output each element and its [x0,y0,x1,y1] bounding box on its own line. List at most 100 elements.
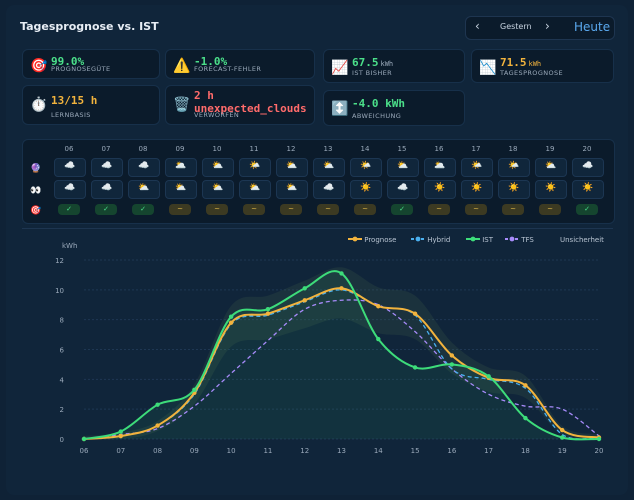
forecast-chart: kWh 0 2 4 6 8 10 12 06 07 08 09 10 11 12 13 14 15 16 17 18 19… [55,242,604,455]
data-point-ist [376,336,381,342]
card-value: 67.5 [352,56,379,69]
y-axis-label: kWh [62,242,77,250]
legend-label: Prognose [364,236,397,244]
deviation-badge: ~ [539,204,561,215]
actual-weather-icon: ☀️ [498,180,530,199]
card-value: -4.0 kWh [352,97,405,110]
prev-day-button[interactable]: ‹ [475,19,480,33]
card-label: Lernbasis [51,111,91,119]
actual-weather-icon: ☀️ [461,180,493,199]
card-value: -1.0% [194,55,228,68]
data-point-prognose [412,311,418,316]
forecast-weather-icon: ☁️ [91,158,123,177]
legend-swatch [505,236,519,242]
eyes-icon: 👀 [30,186,42,196]
forecast-weather-icon: ☁️ [572,158,604,177]
x-tick-label: 10 [227,447,236,455]
x-tick-label: 19 [558,447,567,455]
card-tagesprognose: 📉 71.5 kWh Tagesprognose [471,49,614,83]
data-point-prognose [265,311,271,316]
deviation-badge: ~ [354,204,376,215]
today-button[interactable]: Heute [574,20,611,34]
forecast-weather-icon: 🌥️ [165,158,197,177]
series-line-tfs [83,299,600,440]
hour-label: 20 [582,145,592,153]
data-point-ist [118,429,123,434]
forecast-weather-icon: 🌤️ [350,158,382,177]
legend-swatch [466,236,480,242]
x-tick-label: 16 [447,447,456,455]
y-tick-label: 10 [55,287,64,295]
match-check-badge: ✓ [391,204,413,215]
x-tick-label: 06 [80,447,89,455]
data-point-ist [192,387,197,392]
data-point-ist [596,436,602,442]
card-label: Verworfen [194,111,240,119]
trash-icon: 🗑️ [173,97,191,113]
hour-label: 11 [249,145,259,153]
x-tick-label: 20 [595,447,604,455]
deviation-badge: ~ [280,204,302,215]
deviation-badge: ~ [428,204,450,215]
legend-label: Hybrid [427,236,451,244]
x-tick-label: 11 [263,447,272,455]
actual-weather-icon: ☁️ [54,180,86,199]
data-point-ist [339,271,344,276]
data-point-ist [560,435,565,440]
legend-label: IST [482,236,494,244]
forecast-weather-icon: 🌤️ [239,158,271,177]
data-point-ist [155,402,160,407]
actual-weather-icon: ☀️ [535,180,567,199]
card-value-wrap: 2 h unexpected_clouds [194,89,307,115]
card-prognoseguete: 🎯 99.0% Prognosegüte [22,49,160,79]
actual-weather-icon: ⛅ [202,180,234,199]
deviation-badge: ~ [206,204,228,215]
x-tick-label: 07 [116,447,125,455]
hour-label: 12 [286,145,296,153]
hour-label: 06 [64,145,74,153]
match-check-badge: ✓ [576,204,598,215]
legend-swatch [348,236,362,242]
y-tick-label: 2 [60,406,64,414]
next-day-button[interactable]: › [545,19,550,33]
ist-area [84,271,599,440]
data-point-prognose [228,320,234,325]
data-point-ist [412,365,418,370]
stopwatch-icon: ⏱️ [30,97,48,113]
data-point-prognose [155,423,160,428]
data-point-prognose [339,286,344,291]
actual-weather-icon: ☁️ [313,180,345,199]
data-point-ist [302,286,307,291]
yesterday-label[interactable]: Gestern [500,22,532,31]
legend-unsicherheit[interactable]: Unsicherheit [560,236,604,244]
match-check-badge: ✓ [132,204,154,215]
hour-label: 19 [545,145,555,153]
hour-label: 09 [175,145,185,153]
forecast-weather-icon: 🌤️ [498,158,530,177]
forecast-weather-icon: 🌥️ [424,158,456,177]
deviation-badge: ~ [465,204,487,215]
deviation-badge: ~ [502,204,524,215]
forecast-weather-icon: ☁️ [128,158,160,177]
legend-hybrid[interactable]: Hybrid [411,236,450,244]
legend-tfs[interactable]: TFS [505,236,534,244]
legend-prognose[interactable]: Prognose [348,236,396,244]
card-verworfen: 🗑️ 2 h unexpected_clouds Verworfen [165,85,315,125]
data-point-ist [81,436,87,442]
forecast-weather-icon: ⛅ [202,158,234,177]
data-point-prognose [523,383,528,388]
hour-label: 17 [471,145,481,153]
forecast-weather-icon: ⛅ [535,158,567,177]
hour-label: 13 [323,145,333,153]
card-lernbasis: ⏱️ 13/15 h Lernbasis [22,85,160,125]
uncertainty-band [84,267,599,440]
card-value: 71.5 [500,56,527,69]
hour-label: 16 [434,145,444,153]
deviation-badge: ~ [243,204,265,215]
card-value: 99.0% [51,55,85,68]
legend-ist[interactable]: IST [466,236,493,244]
card-value: 13/15 h [51,94,98,107]
data-point-prognose [449,353,455,358]
data-point-ist [523,415,528,421]
card-label: Forecast-Fehler [194,65,262,73]
